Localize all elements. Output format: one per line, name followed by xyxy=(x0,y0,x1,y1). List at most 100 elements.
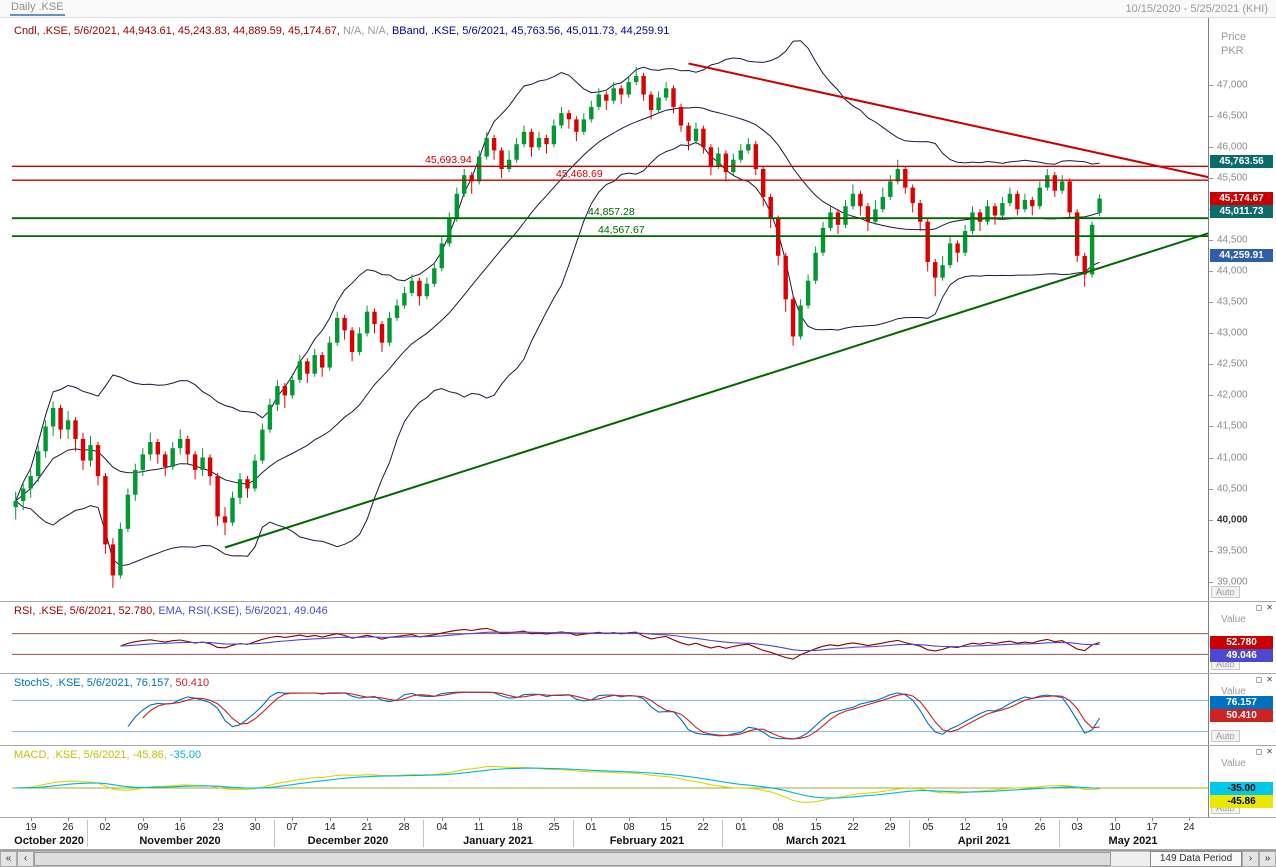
month-label: May 2021 xyxy=(1108,835,1158,847)
month-label: January 2021 xyxy=(463,835,533,847)
svg-text:45,693.94: 45,693.94 xyxy=(425,154,472,166)
date-tick-label: 22 xyxy=(847,822,859,833)
decoration xyxy=(1209,240,1213,241)
svg-text:45,468.69: 45,468.69 xyxy=(556,168,603,180)
date-tick-label: 18 xyxy=(511,822,523,833)
price-tick-label: 39,500 xyxy=(1217,545,1248,557)
date-tick-label: 25 xyxy=(548,822,560,833)
rsi-chart-canvas[interactable] xyxy=(0,602,1208,674)
date-tick-label: 26 xyxy=(1034,822,1046,833)
macd-value-axis: ◻ ✕ Value Auto -35.00 -45.86 xyxy=(1208,746,1276,817)
close-icon[interactable]: ✕ xyxy=(1266,675,1273,684)
time-axis: 19 26 02 09 16 23 30 07 14 21 28 04 11 18 25 01 08 15 22 01… xyxy=(0,818,1276,850)
decoration xyxy=(1209,271,1213,272)
price-tick-label: 44,000 xyxy=(1217,265,1248,277)
decoration xyxy=(1059,820,1060,847)
price-tick-label: 40,500 xyxy=(1217,483,1248,495)
date-tick-label: 14 xyxy=(324,822,336,833)
decoration xyxy=(1209,458,1213,459)
date-tick-label: 08 xyxy=(623,822,635,833)
date-tick-label: 05 xyxy=(922,822,934,833)
value-badge: 49.046 xyxy=(1210,649,1273,662)
price-tick-label: 39,000 xyxy=(1217,576,1248,588)
date-tick-label: 08 xyxy=(772,822,784,833)
price-chart-canvas[interactable]: 45,693.94 45,468.69 44,857.28 44,567.67 xyxy=(0,18,1208,602)
value-axis-label: Value xyxy=(1221,758,1246,769)
scroll-far-left-button[interactable]: « xyxy=(0,851,17,867)
svg-text:44,567.67: 44,567.67 xyxy=(598,224,645,236)
scroll-right-button[interactable]: › xyxy=(1242,851,1259,867)
decoration xyxy=(442,818,443,821)
rsi-panel: RSI, .KSE, 5/6/2021, 52.780, EMA, RSI(.K… xyxy=(0,602,1276,674)
decoration xyxy=(1115,818,1116,821)
close-icon[interactable]: ✕ xyxy=(1266,603,1273,612)
decoration xyxy=(1002,818,1003,821)
decoration xyxy=(741,818,742,821)
chart-title[interactable]: Daily .KSE xyxy=(10,1,65,16)
scrollbar-thumb[interactable] xyxy=(34,852,1111,866)
date-tick-label: 04 xyxy=(436,822,448,833)
date-tick-label: 21 xyxy=(361,822,373,833)
scroll-left-button[interactable]: ‹ xyxy=(17,851,34,867)
date-tick-label: 16 xyxy=(174,822,186,833)
decoration xyxy=(292,818,293,821)
macd-chart-canvas[interactable] xyxy=(0,746,1208,818)
decoration xyxy=(554,818,555,821)
auto-scale-button[interactable]: Auto xyxy=(1211,730,1240,742)
stochastics-chart-canvas[interactable] xyxy=(0,674,1208,746)
month-label: December 2020 xyxy=(307,835,389,847)
restore-icon[interactable]: ◻ xyxy=(1255,675,1263,684)
decoration xyxy=(330,818,331,821)
month-label: November 2020 xyxy=(139,835,221,847)
date-tick-label: 15 xyxy=(810,822,822,833)
rsi-value-axis: ◻ ✕ Value Auto 52.780 49.046 xyxy=(1208,602,1276,673)
restore-icon[interactable]: ◻ xyxy=(1255,747,1263,756)
decoration xyxy=(1209,426,1213,427)
value-axis-label: Value xyxy=(1221,686,1246,697)
decoration xyxy=(965,818,966,821)
price-tick-label: 42,500 xyxy=(1217,358,1248,370)
date-tick-label: 26 xyxy=(62,822,74,833)
decoration xyxy=(367,818,368,821)
macd-panel: MACD, .KSE, 5/6/2021, -45.86, -35.00 ◻ ✕ … xyxy=(0,746,1276,818)
decoration xyxy=(1152,818,1153,821)
date-tick-label: 24 xyxy=(1183,822,1195,833)
auto-scale-button[interactable]: Auto xyxy=(1211,586,1240,598)
price-tick-label: 43,000 xyxy=(1217,327,1248,339)
restore-icon[interactable]: ◻ xyxy=(1255,603,1263,612)
month-label: October 2020 xyxy=(14,835,84,847)
data-period-label: 149 Data Period xyxy=(1150,851,1242,867)
decoration xyxy=(1209,489,1213,490)
value-badge: 44,259.91 xyxy=(1210,249,1273,262)
price-tick-label: 40,000 xyxy=(1217,514,1248,526)
decoration xyxy=(1209,520,1213,521)
decoration xyxy=(1209,85,1213,86)
scrollbar-track[interactable] xyxy=(34,851,1150,867)
decoration xyxy=(479,818,480,821)
value-badge: 45,763.56 xyxy=(1210,155,1273,168)
decoration xyxy=(1209,147,1213,148)
decoration xyxy=(404,818,405,821)
decoration xyxy=(274,820,275,847)
decoration xyxy=(909,820,910,847)
value-badge: 50.410 xyxy=(1210,709,1273,722)
decoration xyxy=(68,818,69,821)
time-scrollbar: « ‹ 149 Data Period › » xyxy=(0,850,1276,867)
value-badge: 45,174.67 xyxy=(1210,192,1273,205)
date-tick-label: 23 xyxy=(212,822,224,833)
value-badge: 76.157 xyxy=(1210,696,1273,709)
close-icon[interactable]: ✕ xyxy=(1266,747,1273,756)
month-label: April 2021 xyxy=(957,835,1011,847)
decoration xyxy=(816,818,817,821)
title-bar: Daily .KSE 10/15/2020 - 5/25/2021 (KHI) xyxy=(0,0,1276,18)
date-tick-label: 29 xyxy=(884,822,896,833)
date-tick-label: 01 xyxy=(585,822,597,833)
date-tick-label: 01 xyxy=(735,822,747,833)
date-tick-label: 12 xyxy=(959,822,971,833)
scroll-far-right-button[interactable]: » xyxy=(1259,851,1276,867)
decoration xyxy=(1209,333,1213,334)
decoration xyxy=(666,818,667,821)
date-tick-label: 07 xyxy=(286,822,298,833)
decoration xyxy=(1040,818,1041,821)
stochastics-panel: StochS, .KSE, 5/6/2021, 76.157, 50.410 ◻… xyxy=(0,674,1276,746)
